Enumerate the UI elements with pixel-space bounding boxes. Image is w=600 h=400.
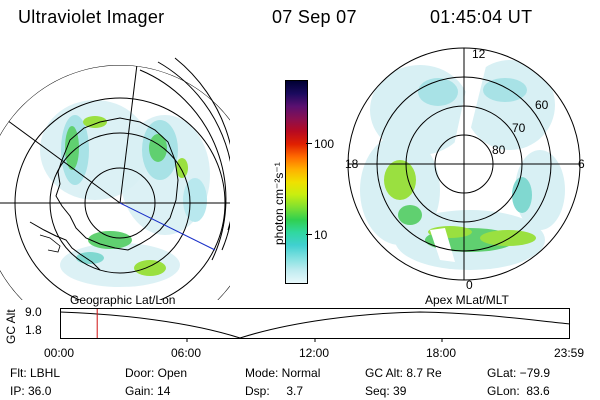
colorbar bbox=[285, 80, 308, 284]
timeline-xtick-2359: 23:59 bbox=[554, 346, 585, 360]
altitude-curve bbox=[60, 311, 571, 339]
dsp-status: Dsp: 3.7 bbox=[245, 384, 304, 398]
mlat-label-60: 60 bbox=[535, 98, 549, 112]
mlat-label-80: 80 bbox=[492, 143, 506, 157]
right-panel-caption: Apex MLat/MLT bbox=[425, 293, 509, 307]
colorbar-tick-100 bbox=[306, 143, 312, 144]
seq-status: Seq: 39 bbox=[365, 384, 407, 398]
timeline-xtick-0000: 00:00 bbox=[44, 346, 75, 360]
terminator-line bbox=[119, 202, 216, 251]
colorbar-tick-10 bbox=[306, 234, 312, 235]
colorbar-gradient bbox=[286, 81, 307, 283]
colorbar-unit-label: photon cm⁻²s⁻¹ bbox=[272, 162, 286, 245]
timeline-xtick-1200: 12:00 bbox=[299, 346, 330, 360]
timeline-ytick-9: 9.0 bbox=[25, 305, 42, 319]
mlat-mlt-auroral-image bbox=[347, 47, 581, 281]
mode-status: Mode: Normal bbox=[245, 366, 321, 380]
colorbar-label-100: 100 bbox=[314, 137, 335, 151]
date-label: 07 Sep 07 bbox=[272, 7, 357, 27]
aurora-emission-left bbox=[40, 100, 210, 287]
mlt-label-18: 18 bbox=[345, 157, 359, 171]
aurora-emission-right bbox=[360, 60, 565, 270]
mlt-label-12: 12 bbox=[472, 47, 486, 61]
geographic-auroral-image bbox=[0, 57, 230, 300]
left-panel-caption: Geographic Lat/Lon bbox=[70, 293, 176, 307]
gcalt-status: GC Alt: 8.7 Re bbox=[365, 366, 442, 380]
filter-status: Flt: LBHL bbox=[10, 366, 61, 380]
instrument-title: Ultraviolet Imager bbox=[18, 7, 165, 27]
coastline bbox=[55, 117, 179, 251]
timeline-ytick-1-8: 1.8 bbox=[25, 323, 42, 337]
mlt-label-6: 6 bbox=[578, 157, 585, 171]
altitude-timeline-plot bbox=[60, 308, 571, 342]
timeline-axis-label: GC Alt bbox=[4, 309, 18, 344]
colorbar-label-10: 10 bbox=[314, 228, 328, 242]
glon-status: GLon: 83.6 bbox=[487, 384, 550, 398]
timeline-xtick-0600: 06:00 bbox=[171, 346, 202, 360]
ip-status: IP: 36.0 bbox=[10, 384, 52, 398]
mlt-label-0: 0 bbox=[466, 278, 473, 292]
door-status: Door: Open bbox=[125, 366, 188, 380]
mlat-label-70: 70 bbox=[512, 121, 526, 135]
glat-status: GLat: −79.9 bbox=[487, 366, 551, 380]
timeline-xtick-1800: 18:00 bbox=[426, 346, 457, 360]
time-label: 01:45:04 UT bbox=[430, 7, 533, 27]
gain-status: Gain: 14 bbox=[125, 384, 171, 398]
